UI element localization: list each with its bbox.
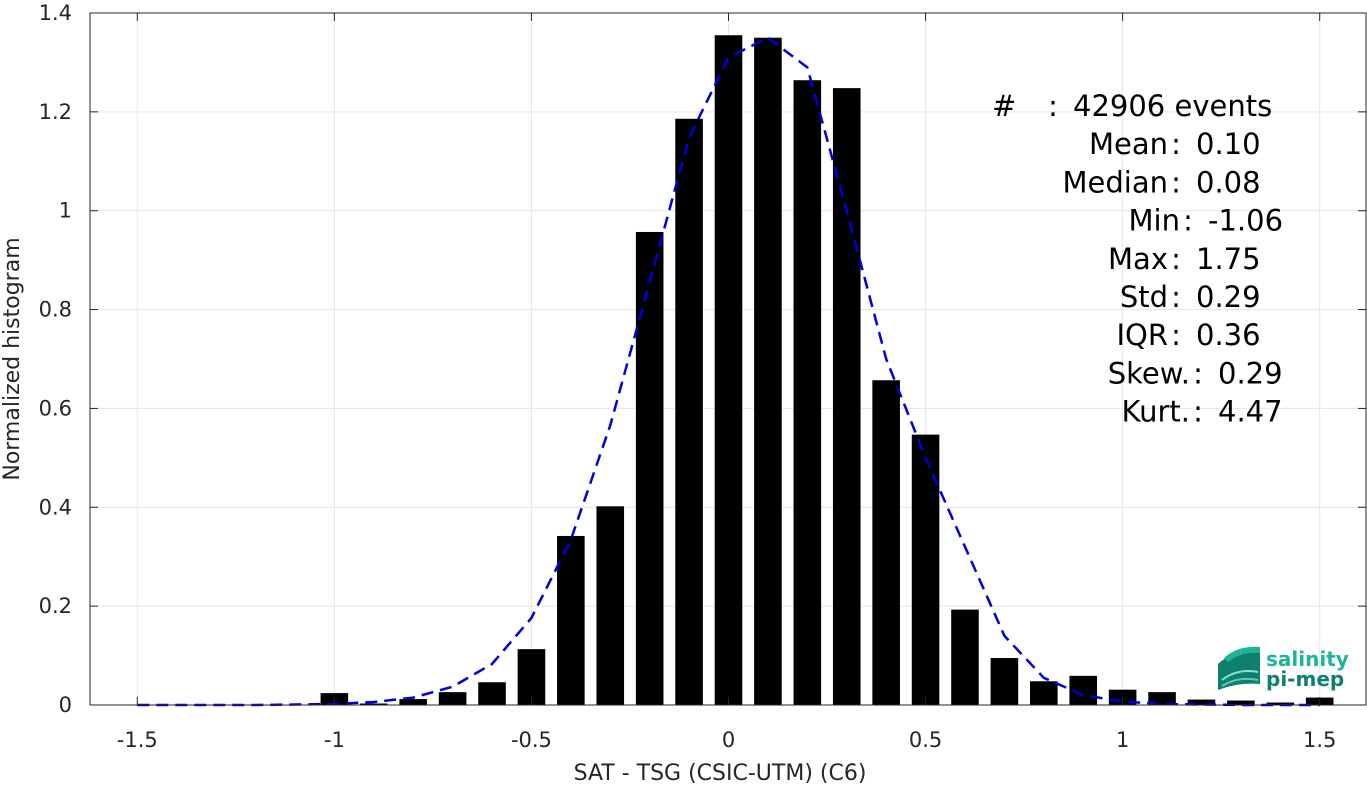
salinity-pi-mep-logo: salinity pi-mep xyxy=(1218,646,1349,691)
histogram-bar xyxy=(517,649,546,705)
x-axis-title: SAT - TSG (CSIC-UTM) (C6) xyxy=(574,761,867,785)
stat-label: Median xyxy=(1063,165,1168,199)
stat-value: 42906 events xyxy=(1073,89,1272,123)
histogram-bar xyxy=(872,380,900,705)
y-axis-ticks: 0 0.2 0.4 0.6 0.8 1 1.2 1.4 xyxy=(39,1,1366,717)
histogram-bar xyxy=(557,535,585,705)
stat-label: Std xyxy=(1120,280,1168,314)
stat-separator: : xyxy=(1183,204,1193,238)
stat-label: Mean xyxy=(1089,127,1168,161)
y-tick-label: 0.2 xyxy=(39,594,72,618)
x-axis-ticks: -1.5 -1 -0.5 0 0.5 1 1.5 xyxy=(117,13,1336,752)
y-axis-title: Normalized histogram xyxy=(0,237,25,480)
stat-value: 4.47 xyxy=(1218,395,1283,429)
x-tick-label: 0.5 xyxy=(909,728,942,752)
histogram-bar xyxy=(438,692,467,705)
x-tick-label: 1.5 xyxy=(1303,728,1336,752)
histogram-bar xyxy=(754,37,782,705)
stat-label: Skew. xyxy=(1108,356,1190,390)
stat-label: IQR xyxy=(1116,318,1168,352)
stat-separator: : xyxy=(1048,89,1058,123)
stat-value: -1.06 xyxy=(1208,204,1283,238)
stat-value: 0.29 xyxy=(1218,356,1283,390)
stat-separator: : xyxy=(1171,165,1181,199)
stat-value: 1.75 xyxy=(1196,242,1261,276)
x-tick-label: -0.5 xyxy=(511,728,552,752)
stat-value: 0.36 xyxy=(1196,318,1261,352)
histogram-bar xyxy=(1030,681,1058,705)
stat-label: # xyxy=(992,89,1016,123)
histogram-bar xyxy=(793,80,822,706)
histogram-bar xyxy=(990,658,1019,705)
histogram-bar xyxy=(714,35,743,705)
logo-line2: pi-mep xyxy=(1266,667,1344,691)
stat-separator: : xyxy=(1171,242,1181,276)
histogram-bar xyxy=(359,703,388,705)
histogram-bar xyxy=(911,434,940,705)
stat-label: Max xyxy=(1108,242,1168,276)
y-tick-label: 1.2 xyxy=(39,100,72,124)
y-tick-label: 0 xyxy=(59,693,72,717)
y-tick-label: 1.4 xyxy=(39,1,72,25)
histogram-bar xyxy=(1187,699,1216,705)
y-tick-label: 0.8 xyxy=(39,298,72,322)
stat-label: Kurt. xyxy=(1122,395,1190,429)
stat-separator: : xyxy=(1193,395,1203,429)
histogram-bar xyxy=(596,506,625,705)
histogram-bar xyxy=(635,231,664,705)
stat-value: 0.08 xyxy=(1196,165,1261,199)
histogram-bar xyxy=(1148,692,1176,705)
stat-separator: : xyxy=(1193,356,1203,390)
x-tick-label: -1 xyxy=(324,728,345,752)
stat-separator: : xyxy=(1171,318,1181,352)
x-tick-label: 0 xyxy=(722,728,735,752)
x-tick-label: 1 xyxy=(1116,728,1129,752)
y-tick-label: 1 xyxy=(59,199,72,223)
histogram-bar xyxy=(399,699,427,705)
y-tick-label: 0.4 xyxy=(39,495,72,519)
stat-separator: : xyxy=(1171,127,1181,161)
histogram-bar xyxy=(951,609,979,705)
logo-line1: salinity xyxy=(1266,647,1349,671)
histogram-bar xyxy=(832,88,861,706)
histogram-bar xyxy=(478,682,506,705)
histogram-bars xyxy=(320,35,1334,706)
stat-value: 0.29 xyxy=(1196,280,1261,314)
histogram-bar xyxy=(1227,700,1255,705)
stat-separator: : xyxy=(1171,280,1181,314)
x-tick-label: -1.5 xyxy=(117,728,158,752)
y-tick-label: 0.6 xyxy=(39,396,72,420)
stat-value: 0.10 xyxy=(1196,127,1261,161)
histogram-bar xyxy=(675,118,703,705)
stat-label: Min xyxy=(1129,204,1180,238)
waves-icon xyxy=(1218,646,1261,690)
